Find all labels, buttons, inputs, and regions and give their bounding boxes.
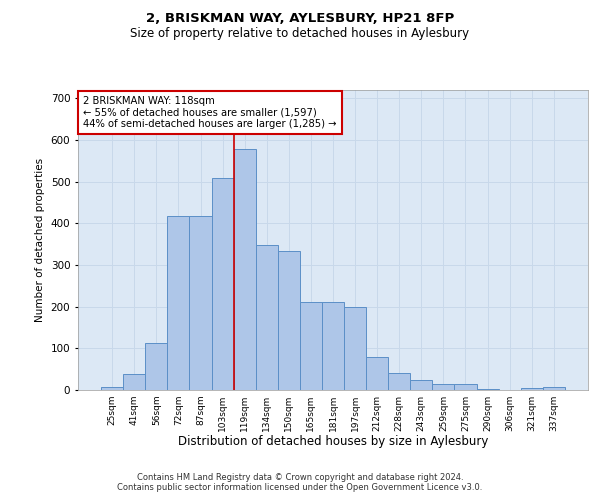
Bar (278, 251, 300, 390)
Text: Contains public sector information licensed under the Open Government Licence v3: Contains public sector information licen… (118, 484, 482, 492)
Bar (167, 216, 190, 390)
Bar (123, 374, 145, 390)
Text: 2, BRISKMAN WAY, AYLESBURY, HP21 8FP: 2, BRISKMAN WAY, AYLESBURY, HP21 8FP (146, 12, 454, 26)
Bar (521, 388, 543, 390)
Bar (101, 386, 123, 390)
Bar (233, 149, 256, 390)
Y-axis label: Number of detached properties: Number of detached properties (35, 158, 45, 322)
Bar (256, 246, 278, 390)
Bar (366, 356, 388, 390)
Text: Contains HM Land Registry data © Crown copyright and database right 2024.: Contains HM Land Registry data © Crown c… (137, 472, 463, 482)
Bar (300, 302, 322, 390)
Bar (145, 344, 167, 390)
Bar (322, 302, 344, 390)
Bar (410, 380, 433, 390)
Bar (388, 374, 410, 390)
Bar (476, 389, 499, 390)
Text: 2 BRISKMAN WAY: 118sqm
← 55% of detached houses are smaller (1,597)
44% of semi-: 2 BRISKMAN WAY: 118sqm ← 55% of detached… (83, 96, 337, 129)
Text: Distribution of detached houses by size in Aylesbury: Distribution of detached houses by size … (178, 435, 488, 448)
Text: Size of property relative to detached houses in Aylesbury: Size of property relative to detached ho… (130, 28, 470, 40)
Bar (543, 387, 565, 390)
Bar (190, 216, 212, 390)
Bar (212, 178, 233, 390)
Bar (433, 384, 454, 390)
Bar (344, 306, 366, 390)
Bar (454, 384, 476, 390)
